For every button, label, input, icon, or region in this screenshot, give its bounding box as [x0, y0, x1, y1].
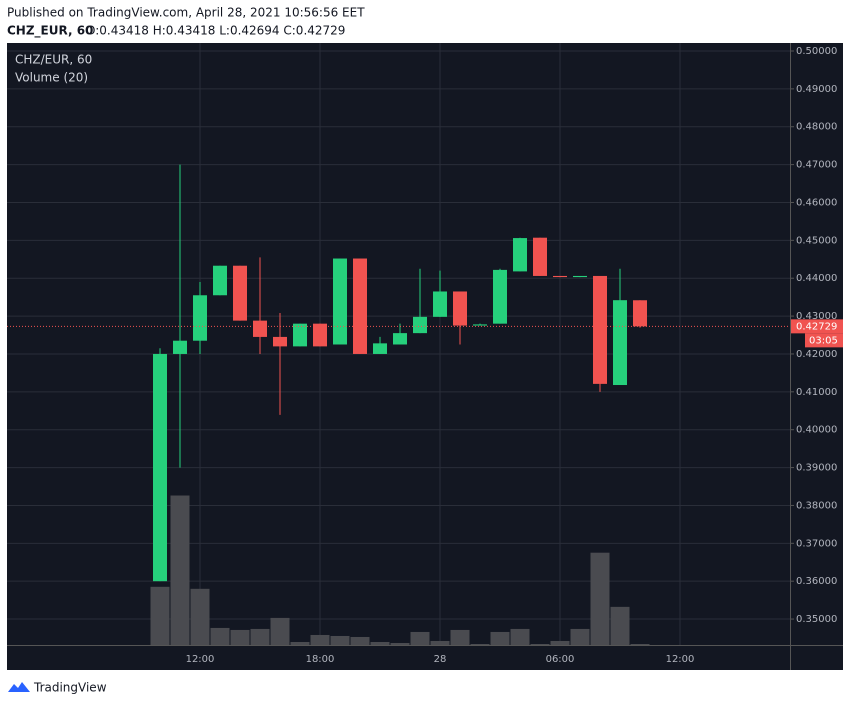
candle-body — [633, 300, 647, 327]
volume-bar — [590, 552, 610, 645]
candle-body — [533, 237, 547, 276]
candle-body — [173, 340, 187, 354]
y-tick-label: 0.39000 — [796, 463, 837, 474]
volume-bar — [210, 627, 230, 645]
candle-body — [233, 265, 247, 321]
volume-bar — [630, 643, 650, 645]
y-tick-label: 0.35000 — [796, 614, 837, 625]
candle-body — [333, 258, 347, 345]
candle-body — [453, 291, 467, 326]
countdown-bg — [805, 333, 843, 348]
candle-body — [593, 275, 607, 384]
volume-bar — [330, 635, 350, 645]
candle-body — [393, 333, 407, 345]
symbol: CHZ_EUR, 60 — [7, 24, 93, 39]
y-tick-label: 0.44000 — [796, 273, 837, 284]
x-tick-label: 06:00 — [546, 654, 575, 665]
volume-bar — [370, 641, 390, 645]
volume-bar — [450, 629, 470, 645]
volume-bar — [530, 643, 550, 645]
volume-bar — [270, 617, 290, 645]
y-tick-label: 0.43000 — [796, 311, 837, 322]
volume-bar — [510, 628, 530, 645]
legend-symbol: CHZ/EUR, 60 — [15, 53, 92, 67]
candle-body — [433, 291, 447, 317]
candle-body — [373, 343, 387, 354]
candle-body — [253, 320, 267, 337]
volume-bar — [250, 628, 270, 645]
y-tick-label: 0.41000 — [796, 387, 837, 398]
candle-body — [613, 300, 627, 386]
y-tick-label: 0.48000 — [796, 122, 837, 133]
published: Published on TradingView.com, April 28, … — [7, 6, 365, 20]
candle-body — [513, 238, 527, 272]
candle-body — [353, 258, 367, 354]
candle-body — [573, 275, 587, 278]
legend-volume: Volume (20) — [15, 71, 88, 85]
volume-bar — [170, 495, 190, 645]
volume-bar — [430, 640, 450, 645]
countdown: 03:05 — [809, 335, 838, 346]
volume-bar — [570, 628, 590, 645]
chart-bg — [7, 43, 843, 670]
candle-body — [413, 316, 427, 334]
x-tick-label: 18:00 — [306, 654, 335, 665]
y-tick-label: 0.38000 — [796, 500, 837, 511]
x-tick-label: 12:00 — [666, 654, 695, 665]
candle-body — [213, 265, 227, 296]
candle-body — [193, 295, 207, 341]
volume-bar — [190, 588, 210, 645]
volume-bar — [290, 641, 310, 645]
candle-body — [493, 269, 507, 324]
y-tick-label: 0.50000 — [796, 46, 837, 57]
candle-body — [293, 323, 307, 347]
x-tick-label: 12:00 — [186, 654, 215, 665]
candle-body — [553, 275, 567, 278]
volume-bar — [550, 640, 570, 645]
y-tick-label: 0.46000 — [796, 197, 837, 208]
volume-bar — [350, 636, 370, 645]
y-tick-label: 0.49000 — [796, 84, 837, 95]
y-tick-label: 0.45000 — [796, 235, 837, 246]
volume-bar — [150, 586, 170, 645]
volume-bar — [470, 643, 490, 645]
ohlc: O:0.43418 H:0.43418 L:0.42694 C:0.42729 — [86, 24, 345, 38]
price-label-bg — [791, 319, 843, 334]
logo — [8, 682, 30, 692]
candle-body — [153, 353, 167, 582]
volume-bar — [610, 606, 630, 645]
price-label: 0.42729 — [796, 321, 837, 332]
y-tick-label: 0.42000 — [796, 349, 837, 360]
brand: TradingView — [33, 681, 107, 695]
y-tick-label: 0.40000 — [796, 425, 837, 436]
y-tick-label: 0.37000 — [796, 538, 837, 549]
candle-body — [313, 323, 327, 347]
candle-body — [273, 336, 287, 347]
y-tick-label: 0.36000 — [796, 576, 837, 587]
candle-body — [473, 324, 487, 326]
x-tick-label: 28 — [434, 654, 447, 665]
y-tick-label: 0.47000 — [796, 160, 837, 171]
volume-bar — [490, 631, 510, 645]
volume-bar — [230, 629, 250, 645]
volume-bar — [390, 642, 410, 645]
volume-bar — [310, 634, 330, 645]
volume-bar — [410, 631, 430, 645]
